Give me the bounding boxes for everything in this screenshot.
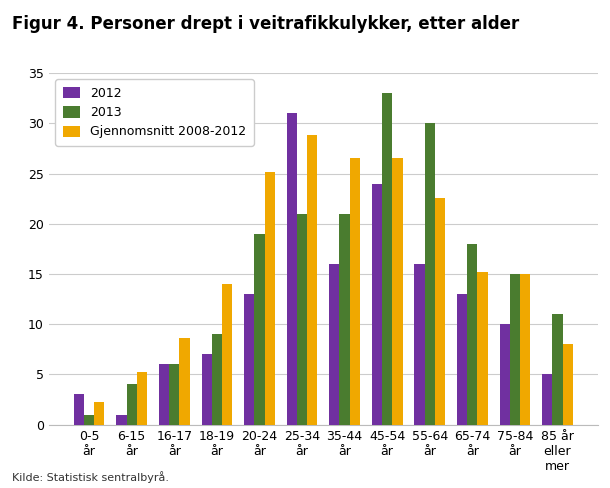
Bar xyxy=(117,414,126,425)
Bar xyxy=(297,214,307,425)
Bar xyxy=(307,136,317,425)
Bar xyxy=(510,274,520,425)
Bar xyxy=(212,334,222,425)
Bar xyxy=(179,338,190,425)
Bar xyxy=(425,123,435,425)
Bar xyxy=(467,244,478,425)
Bar xyxy=(382,93,392,425)
Bar xyxy=(414,264,425,425)
Bar xyxy=(94,403,104,425)
Bar xyxy=(435,198,445,425)
Bar xyxy=(84,414,94,425)
Bar xyxy=(500,324,510,425)
Bar xyxy=(169,365,179,425)
Bar xyxy=(542,374,553,425)
Bar xyxy=(254,234,265,425)
Bar xyxy=(265,172,274,425)
Bar xyxy=(244,294,254,425)
Bar xyxy=(562,344,573,425)
Bar xyxy=(372,183,382,425)
Bar xyxy=(159,365,169,425)
Text: Kilde: Statistisk sentralbyrå.: Kilde: Statistisk sentralbyrå. xyxy=(12,471,169,483)
Bar xyxy=(457,294,467,425)
Bar xyxy=(350,158,360,425)
Bar xyxy=(287,113,297,425)
Text: Figur 4. Personer drept i veitrafikkulykker, etter alder: Figur 4. Personer drept i veitrafikkulyk… xyxy=(12,15,520,33)
Bar xyxy=(478,272,487,425)
Bar xyxy=(126,385,137,425)
Bar xyxy=(340,214,350,425)
Bar xyxy=(137,372,147,425)
Legend: 2012, 2013, Gjennomsnitt 2008-2012: 2012, 2013, Gjennomsnitt 2008-2012 xyxy=(55,80,254,146)
Bar xyxy=(201,354,212,425)
Bar xyxy=(329,264,340,425)
Bar xyxy=(74,394,84,425)
Bar xyxy=(553,314,562,425)
Bar xyxy=(392,158,403,425)
Bar xyxy=(222,284,232,425)
Bar xyxy=(520,274,530,425)
